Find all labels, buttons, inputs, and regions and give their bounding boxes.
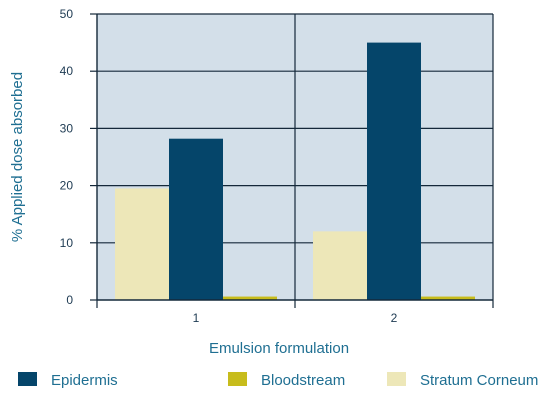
y-tick-label: 20 [60, 179, 74, 193]
bars [115, 42, 475, 300]
legend-item-epidermis: Epidermis [18, 372, 118, 389]
y-tick-label: 0 [66, 293, 73, 307]
legend-label: Bloodstream [261, 372, 345, 389]
legend-swatch [18, 372, 37, 386]
y-tick-labels: 0 10 20 30 40 50 [60, 7, 74, 307]
legend-swatch [387, 372, 406, 386]
bar-bloodstream-1 [223, 296, 277, 300]
legend-item-stratum-corneum: Stratum Corneum [387, 372, 538, 389]
legend-label: Epidermis [51, 372, 118, 389]
y-axis-title: % Applied dose absorbed [9, 72, 26, 242]
bar-epidermis-2 [367, 42, 421, 300]
bar-bloodstream-2 [421, 296, 475, 300]
y-tick-label: 30 [60, 121, 74, 135]
bar-epidermis-1 [169, 138, 223, 300]
y-tick-label: 50 [60, 7, 74, 21]
bar-stratum-corneum-1 [115, 188, 169, 300]
legend: Epidermis Bloodstream Stratum Corneum [18, 372, 538, 389]
legend-item-bloodstream: Bloodstream [228, 372, 345, 389]
x-tick-label: 2 [391, 311, 398, 325]
legend-label: Stratum Corneum [420, 372, 538, 389]
y-tick-label: 10 [60, 236, 74, 250]
legend-swatch [228, 372, 247, 386]
axes [90, 13, 494, 308]
x-tick-label: 1 [193, 311, 200, 325]
bar-stratum-corneum-2 [313, 231, 367, 300]
x-axis-title: Emulsion formulation [209, 340, 349, 357]
y-tick-label: 40 [60, 64, 74, 78]
